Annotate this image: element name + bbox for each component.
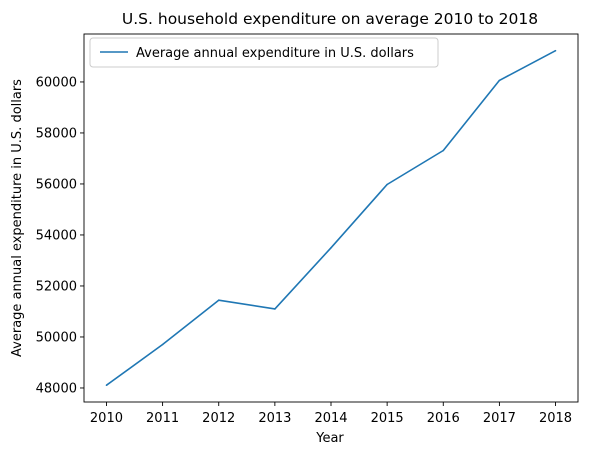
y-tick-label: 56000 [36, 177, 77, 192]
y-tick-label: 54000 [36, 228, 77, 243]
data-point [274, 308, 276, 310]
series-line-0 [106, 49, 556, 386]
y-tick-label: 58000 [36, 126, 77, 141]
x-tick-label: 2015 [371, 411, 404, 426]
x-axis-label: Year [315, 431, 344, 446]
x-tick-label: 2012 [202, 411, 235, 426]
y-axis-label: Average annual expenditure in U.S. dolla… [10, 79, 25, 357]
x-tick-label: 2018 [539, 411, 572, 426]
data-point [498, 79, 501, 82]
data-point [105, 384, 108, 387]
y-tick-label: 50000 [36, 330, 77, 345]
x-tick-label: 2017 [483, 411, 516, 426]
x-tick-label: 2010 [90, 411, 123, 426]
x-tick-label: 2016 [427, 411, 460, 426]
data-point [554, 49, 557, 52]
legend-label: Average annual expenditure in U.S. dolla… [136, 46, 414, 61]
data-point [386, 183, 388, 186]
chart-title: U.S. household expenditure on average 20… [122, 10, 538, 28]
data-point [161, 343, 164, 346]
x-tick-label: 2014 [314, 411, 347, 426]
y-tick-label: 60000 [36, 75, 77, 90]
x-tick-label: 2013 [258, 411, 291, 426]
y-tick-label: 52000 [36, 279, 77, 294]
y-tick-label: 48000 [36, 381, 77, 396]
y-axis-ticks: 48000 50000 52000 54000 56000 58000 60000 [36, 75, 84, 396]
data-point [330, 247, 332, 249]
data-point [217, 299, 220, 302]
x-tick-label: 2011 [146, 411, 179, 426]
plot-area: 48000 50000 52000 54000 56000 58000 60000 2010… [36, 33, 579, 426]
legend: Average annual expenditure in U.S. dolla… [89, 37, 439, 68]
data-point [442, 149, 445, 152]
legend-box [89, 37, 439, 68]
x-axis-ticks: 2010 2011 2012 2013 2014 2015 2016 2017 2018 [90, 402, 572, 426]
plot-frame [83, 33, 579, 403]
series-layer [105, 49, 557, 387]
